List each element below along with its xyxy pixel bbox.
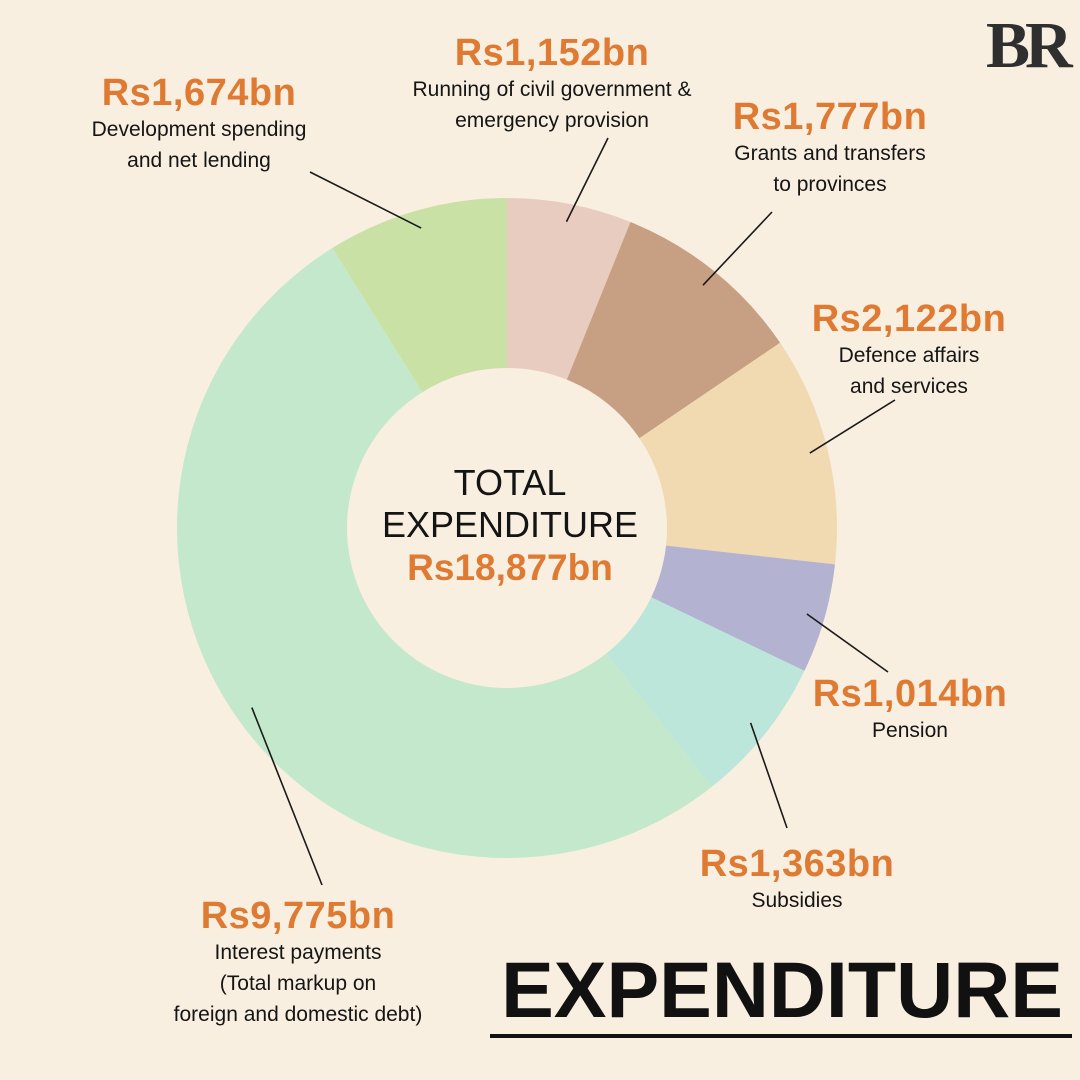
slice-development (332, 198, 507, 393)
grants-provinces-desc: Grants and transfers to provinces (734, 142, 926, 196)
leader-line-development (309, 171, 422, 229)
br-logo: BR (986, 9, 1073, 82)
leader-line-pension (806, 613, 889, 673)
leader-line-defence (809, 399, 896, 454)
label-development: Rs1,674bn Development spending and net l… (92, 72, 307, 176)
label-grants-provinces: Rs1,777bn Grants and transfers to provin… (733, 96, 928, 200)
civil-government-value: Rs1,152bn (454, 32, 650, 74)
leader-line-subsidies (749, 722, 788, 829)
slice-defence (639, 342, 837, 565)
defence-value: Rs2,122bn (811, 298, 1007, 340)
pension-desc: Pension (872, 719, 948, 742)
slice-interest-payments (176, 247, 712, 859)
leader-line-grants-provinces (702, 211, 773, 286)
development-desc: Development spending and net lending (91, 118, 307, 172)
slice-grants-provinces (566, 221, 781, 439)
subsidies-desc: Subsidies (751, 889, 843, 912)
label-pension: Rs1,014bn Pension (813, 673, 1008, 746)
center-total: TOTAL EXPENDITURE Rs18,877bn (382, 462, 638, 590)
leader-line-civil-government (565, 137, 609, 223)
label-defence: Rs2,122bn Defence affairs and services (812, 298, 1007, 402)
leader-line-interest-payments (251, 707, 323, 886)
slice-subsidies (606, 597, 805, 787)
defence-desc: Defence affairs and services (838, 344, 980, 398)
grants-provinces-value: Rs1,777bn (732, 96, 928, 138)
interest-payments-value: Rs9,775bn (200, 895, 396, 937)
development-value: Rs1,674bn (101, 72, 297, 114)
subsidies-value: Rs1,363bn (699, 843, 895, 885)
label-subsidies: Rs1,363bn Subsidies (700, 843, 895, 916)
slice-civil-government (507, 198, 631, 380)
interest-payments-desc: Interest payments (Total markup on forei… (173, 941, 423, 1026)
label-interest-payments: Rs9,775bn Interest payments (Total marku… (174, 895, 423, 1030)
label-civil-government: Rs1,152bn Running of civil government & … (413, 32, 692, 136)
page-title: EXPENDITURE (501, 945, 1063, 1034)
slice-pension (651, 545, 835, 671)
center-total-value: Rs18,877bn (407, 547, 613, 588)
center-title: TOTAL EXPENDITURE (381, 462, 639, 545)
pension-value: Rs1,014bn (812, 673, 1008, 715)
civil-government-desc: Running of civil government & emergency … (412, 78, 692, 132)
title-underline (490, 1034, 1072, 1038)
